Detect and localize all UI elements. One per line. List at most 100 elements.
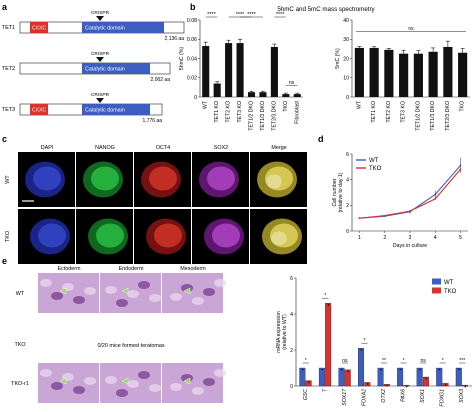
catalytic-domain: [82, 104, 150, 115]
colony-core: [270, 223, 298, 248]
tissue-structure: [105, 286, 117, 294]
y-tick-label: 0.02: [187, 76, 197, 82]
y-tick-label: 4: [346, 177, 349, 183]
significance-mark: ns: [420, 358, 426, 364]
x-tick-label: 2: [383, 235, 386, 241]
tissue-structure: [84, 287, 96, 295]
colony-core: [96, 223, 124, 248]
colony-merge-highlight: [266, 174, 282, 189]
series-point-tko: [434, 198, 437, 200]
x-tick-label: 5: [459, 235, 462, 241]
significance-mark: ****: [236, 12, 245, 18]
panel-c-immunostaining: DAPI NANOG OCT4 SOX2 Merge WT TKO: [5, 145, 307, 264]
bar-wt-sox17: [338, 367, 345, 387]
x-tick-label: TET2 KO: [386, 101, 392, 123]
data-point: [405, 385, 408, 388]
tissue-structure: [40, 279, 52, 287]
x-tick-label: TKO: [460, 101, 466, 112]
x-tick-label: TET1 KO: [371, 101, 377, 123]
y-tick-label: 40: [343, 18, 349, 24]
data-point: [366, 383, 369, 385]
significance-mark: *: [442, 358, 444, 364]
tissue-structure: [214, 279, 226, 287]
chart-5hmc: 0 0.02 0.04 0.06 0.08 5hmC (%) WT TET1 KO TET2 K…: [179, 12, 303, 131]
significance-mark: **: [382, 358, 386, 364]
bar-tko-sox17: [344, 369, 351, 387]
y-axis-label: (relative to day 1): [338, 172, 344, 212]
panel-label-e: e: [2, 256, 7, 266]
arrowhead-icon: [121, 287, 129, 295]
colony-core: [265, 166, 293, 191]
significance-mark: ***: [459, 358, 465, 364]
bar-tet3-ko: [236, 43, 244, 97]
x-tick-label: Fibroblast: [294, 100, 300, 123]
tissue-structure: [192, 297, 204, 305]
tissue-structure: [203, 288, 215, 296]
significance-mark: *: [324, 293, 326, 299]
significance-mark: *: [403, 358, 405, 364]
arrowhead-icon: [183, 377, 191, 385]
bar-tet1-2-dko: [413, 53, 423, 97]
teratoma-row-wt: WT: [16, 291, 25, 297]
x-tick-label: SOX1: [420, 389, 426, 403]
tissue-structure: [170, 383, 182, 391]
stain-col-merge: Merge: [271, 145, 286, 151]
crispr-label: CRISPR: [91, 51, 110, 57]
y-axis-label: 5mC (%): [335, 48, 341, 69]
data-point: [327, 303, 330, 306]
y-tick-label: 20: [343, 56, 349, 62]
y-tick-label: 0: [194, 95, 197, 101]
bar-tet1-ko: [213, 83, 221, 97]
tissue-structure: [73, 386, 85, 394]
legend-label-wt: WT: [444, 280, 454, 286]
data-point: [444, 384, 447, 386]
legend-label-tko: TKO: [369, 166, 382, 172]
y-tick-label: 10: [343, 76, 349, 82]
x-tick-label: TET2/3 DKO: [445, 101, 451, 131]
arrowhead-icon: [121, 377, 129, 385]
x-tick-label: 3: [409, 235, 412, 241]
bar-tet2-ko: [384, 49, 394, 97]
data-point: [347, 370, 349, 373]
panel-label-d: d: [318, 134, 324, 144]
x-tick-label: TET3 KO: [237, 101, 243, 123]
y-axis-label: mRNA expression: [276, 311, 282, 353]
bar-wt-t: [318, 367, 325, 387]
cxxc-label: CXXC: [32, 26, 46, 32]
tissue-structure: [40, 369, 52, 377]
x-tick-label: SOX17: [342, 388, 348, 406]
y-tick-label: 6: [290, 276, 293, 282]
data-point: [438, 368, 441, 371]
bar-wt-foxa2: [358, 348, 364, 387]
panel-a-gene-diagrams: TET1 CXXC Catalytic domain CRISPR 2,136 aa TE…: [2, 10, 185, 124]
x-tick-label: TET1 KO: [214, 101, 220, 123]
panel-label-b: b: [190, 2, 196, 12]
crispr-label: CRISPR: [91, 92, 110, 98]
series-point-tko: [358, 217, 361, 220]
data-point: [419, 368, 421, 371]
tissue-structure: [116, 299, 128, 307]
data-point: [301, 368, 304, 371]
bar-tko: [458, 52, 468, 97]
y-tick-label: 4: [290, 312, 293, 318]
data-point: [464, 385, 467, 388]
panel-label-a: a: [2, 2, 8, 12]
tissue-structure: [149, 384, 161, 392]
tissue-structure: [203, 378, 215, 386]
stain-col-dapi: DAPI: [41, 145, 54, 151]
bar-wt-gsc: [299, 367, 306, 387]
significance-mark: ****: [247, 12, 256, 18]
y-tick-label: 2: [346, 203, 349, 209]
x-tick-label: TET1/2 DKO: [415, 101, 421, 131]
y-tick-label: 0.06: [187, 37, 197, 43]
data-point: [380, 368, 382, 371]
colony-merge-highlight: [271, 231, 287, 246]
data-point: [399, 368, 402, 371]
chart-mrna-expression: 0 2 4 6 mRNA expression (relative to WT) * GSC *…: [276, 276, 472, 407]
bar-tet2-3-dko: [443, 46, 453, 97]
x-tick-label: OTX2: [381, 389, 387, 403]
cxxc-label: CXXC: [32, 108, 46, 114]
bar-wt-foxg1: [436, 367, 443, 387]
crispr-label: CRISPR: [91, 10, 110, 16]
